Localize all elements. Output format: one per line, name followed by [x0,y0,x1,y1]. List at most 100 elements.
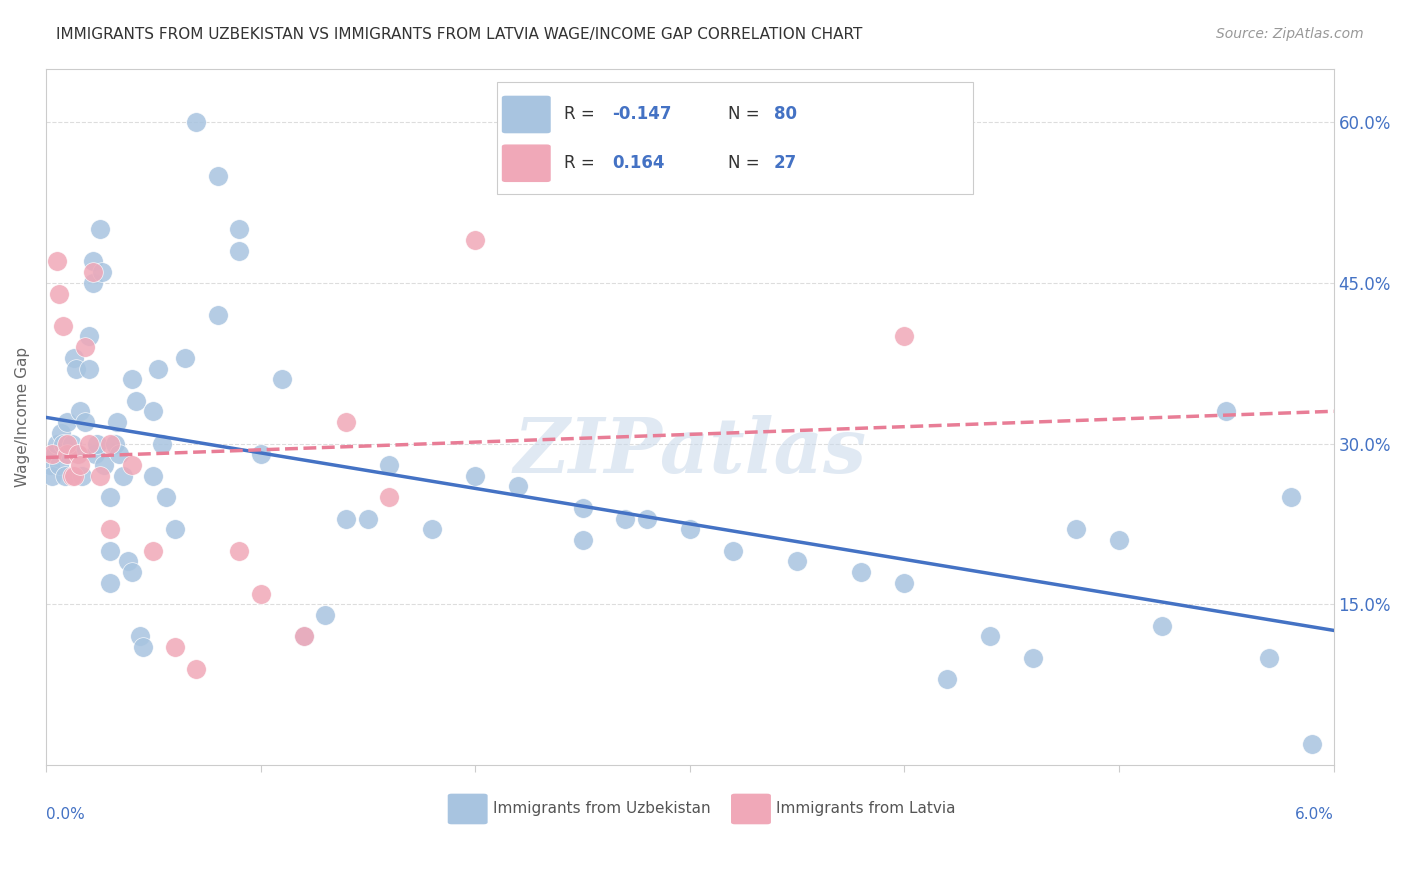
Immigrants from Uzbekistan [207,169,229,183]
Immigrants from Uzbekistan [98,575,121,590]
FancyBboxPatch shape [447,794,488,824]
Immigrants from Latvia [67,447,90,461]
Immigrants from Uzbekistan [207,308,229,322]
Immigrants from Uzbekistan [1150,619,1173,633]
Immigrants from Uzbekistan [155,490,177,504]
Immigrants from Uzbekistan [67,447,90,461]
Immigrants from Uzbekistan [508,479,530,493]
Immigrants from Uzbekistan [150,436,173,450]
Immigrants from Uzbekistan [112,468,135,483]
Immigrants from Uzbekistan [142,468,165,483]
Text: Source: ZipAtlas.com: Source: ZipAtlas.com [1216,27,1364,41]
Immigrants from Uzbekistan [45,436,67,450]
Immigrants from Uzbekistan [378,458,401,472]
Immigrants from Uzbekistan [636,511,658,525]
Immigrants from Uzbekistan [77,329,100,343]
Immigrants from Uzbekistan [84,447,107,461]
Text: R =: R = [564,153,599,171]
Immigrants from Uzbekistan [1108,533,1130,547]
Text: N =: N = [728,153,765,171]
Immigrants from Uzbekistan [571,500,593,515]
Immigrants from Uzbekistan [82,276,104,290]
Immigrants from Uzbekistan [63,351,86,365]
Immigrants from Uzbekistan [893,575,915,590]
Immigrants from Uzbekistan [314,608,336,623]
Immigrants from Latvia [82,265,104,279]
Immigrants from Uzbekistan [90,265,112,279]
Immigrants from Latvia [63,468,86,483]
Immigrants from Latvia [56,436,79,450]
FancyBboxPatch shape [496,82,973,194]
Immigrants from Uzbekistan [56,415,79,429]
Immigrants from Uzbekistan [1258,651,1281,665]
Immigrants from Uzbekistan [851,565,873,579]
Immigrants from Uzbekistan [53,468,76,483]
Immigrants from Latvia [186,662,208,676]
Immigrants from Latvia [52,318,75,333]
Immigrants from Uzbekistan [98,490,121,504]
Immigrants from Uzbekistan [89,222,111,236]
Immigrants from Uzbekistan [614,511,637,525]
Immigrants from Uzbekistan [60,436,83,450]
Immigrants from Latvia [335,415,357,429]
Immigrants from Latvia [98,522,121,536]
Text: ZIPatlas: ZIPatlas [513,415,866,489]
Immigrants from Latvia [60,468,83,483]
Immigrants from Uzbekistan [979,630,1001,644]
Immigrants from Uzbekistan [39,458,62,472]
Immigrants from Latvia [73,340,96,354]
Immigrants from Uzbekistan [105,415,128,429]
Immigrants from Uzbekistan [69,404,91,418]
Immigrants from Uzbekistan [121,372,143,386]
Immigrants from Latvia [45,254,67,268]
Immigrants from Latvia [89,468,111,483]
Immigrants from Uzbekistan [249,447,271,461]
Immigrants from Uzbekistan [65,361,87,376]
Immigrants from Latvia [56,447,79,461]
Immigrants from Uzbekistan [228,244,250,258]
Text: IMMIGRANTS FROM UZBEKISTAN VS IMMIGRANTS FROM LATVIA WAGE/INCOME GAP CORRELATION: IMMIGRANTS FROM UZBEKISTAN VS IMMIGRANTS… [56,27,863,42]
Immigrants from Latvia [77,436,100,450]
Text: -0.147: -0.147 [613,104,672,123]
Immigrants from Uzbekistan [93,458,115,472]
Immigrants from Uzbekistan [271,372,294,386]
Immigrants from Uzbekistan [335,511,357,525]
Immigrants from Uzbekistan [98,543,121,558]
Immigrants from Uzbekistan [571,533,593,547]
Text: 0.0%: 0.0% [46,807,84,822]
Immigrants from Uzbekistan [125,393,148,408]
Immigrants from Uzbekistan [163,522,186,536]
Immigrants from Uzbekistan [41,468,63,483]
Immigrants from Uzbekistan [464,468,486,483]
Immigrants from Uzbekistan [77,361,100,376]
Text: N =: N = [728,104,765,123]
Immigrants from Uzbekistan [357,511,380,525]
Immigrants from Latvia [69,458,91,472]
Immigrants from Uzbekistan [786,554,808,568]
Immigrants from Uzbekistan [131,640,153,655]
Immigrants from Latvia [378,490,401,504]
Immigrants from Uzbekistan [52,436,75,450]
Text: R =: R = [564,104,599,123]
Immigrants from Uzbekistan [44,447,66,461]
Immigrants from Uzbekistan [56,447,79,461]
Immigrants from Uzbekistan [142,404,165,418]
Immigrants from Uzbekistan [420,522,443,536]
Text: Immigrants from Uzbekistan: Immigrants from Uzbekistan [492,802,710,816]
Immigrants from Uzbekistan [129,630,152,644]
Text: Immigrants from Latvia: Immigrants from Latvia [776,802,956,816]
Immigrants from Uzbekistan [721,543,744,558]
Y-axis label: Wage/Income Gap: Wage/Income Gap [15,347,30,487]
Immigrants from Uzbekistan [1215,404,1237,418]
Immigrants from Uzbekistan [1279,490,1302,504]
Immigrants from Latvia [142,543,165,558]
Immigrants from Latvia [98,436,121,450]
Immigrants from Uzbekistan [104,436,127,450]
Immigrants from Uzbekistan [228,222,250,236]
FancyBboxPatch shape [502,95,551,133]
Immigrants from Latvia [121,458,143,472]
Immigrants from Uzbekistan [936,673,959,687]
Immigrants from Uzbekistan [86,436,108,450]
Immigrants from Uzbekistan [1022,651,1045,665]
Immigrants from Latvia [48,286,70,301]
